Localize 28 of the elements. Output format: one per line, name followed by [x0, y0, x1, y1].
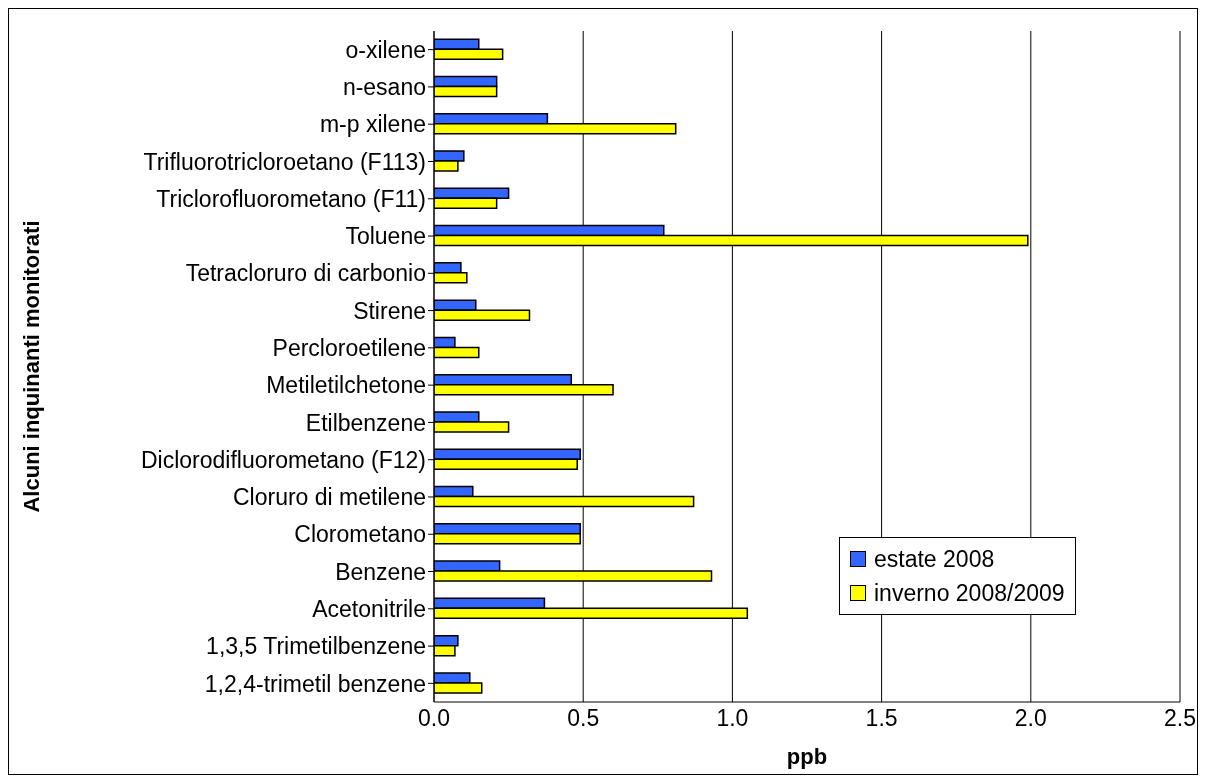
- y-tick-label: m-p xilene: [319, 111, 426, 138]
- y-tick-label: Stirene: [353, 297, 426, 324]
- y-tick-label: Acetonitrile: [312, 595, 426, 622]
- y-tick-label: Etilbenzene: [305, 409, 426, 436]
- x-tick-label: 0.0: [418, 705, 450, 732]
- x-tick-label: 0.5: [567, 705, 600, 732]
- y-tick-label: Clorometano: [294, 521, 426, 548]
- x-tick-label: 2.5: [1164, 705, 1196, 732]
- y-tick-label: Cloruro di metilene: [232, 484, 426, 511]
- y-tick-label: o-xilene: [345, 36, 426, 63]
- y-tick-label: 1,2,4-trimetil benzene: [204, 670, 426, 697]
- y-tick-label: Triclorofluorometano (F11): [156, 185, 426, 212]
- y-axis-title: Alcuni inquinanti monitorati: [18, 220, 44, 513]
- y-tick-label: Percloroetilene: [272, 335, 426, 362]
- y-tick-label: Toluene: [345, 223, 426, 250]
- y-tick-label: n-esano: [342, 74, 426, 101]
- y-tick-label: Trifluorotricloroetano (F113): [143, 148, 426, 175]
- x-tick-label: 1.0: [716, 705, 749, 732]
- x-tick-label: 1.5: [865, 705, 898, 732]
- y-tick-label: Tetracloruro di carbonio: [185, 260, 426, 287]
- y-tick-label: Diclorodifluorometano (F12): [140, 446, 426, 473]
- x-tick-label: 2.0: [1014, 705, 1047, 732]
- y-tick-label: Benzene: [335, 558, 426, 585]
- y-tick-label: 1,3,5 Trimetilbenzene: [206, 633, 426, 660]
- x-axis-title: ppb: [786, 744, 828, 769]
- legend-label: estate 2008: [874, 545, 995, 574]
- y-tick-label: Metiletilchetone: [266, 372, 426, 399]
- legend-label: inverno 2008/2009: [874, 579, 1065, 608]
